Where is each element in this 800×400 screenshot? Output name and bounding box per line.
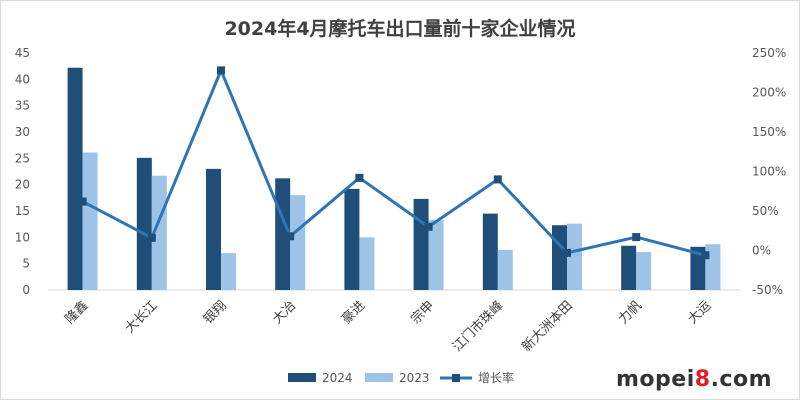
chart-title: 2024年4月摩托车出口量前十家企业情况 (224, 17, 575, 40)
growth-rate-marker (286, 232, 295, 241)
bar-2023 (359, 237, 375, 290)
y-right-tick-label: 50% (752, 204, 779, 218)
growth-rate-marker (701, 251, 710, 260)
x-tick-label: 豪进 (339, 298, 369, 328)
bar-2023 (428, 219, 444, 290)
y-left-tick-label: 30 (15, 125, 30, 139)
bar-2023 (567, 223, 582, 290)
watermark: mopei8.com (616, 367, 772, 392)
x-tick-label: 新大洲本田 (519, 298, 576, 355)
legend-label-2024: 2024 (322, 371, 353, 385)
bar-2023 (82, 152, 98, 290)
x-tick-label: 大运 (685, 298, 714, 327)
watermark-accent: 8 (694, 367, 711, 392)
growth-rate-marker (355, 173, 364, 182)
x-tick-label: 大冶 (270, 298, 299, 327)
bar-2023 (221, 253, 236, 290)
bar-2023 (705, 244, 721, 290)
legend-label-2023: 2023 (399, 371, 430, 385)
y-right-tick-label: 100% (752, 165, 786, 179)
y-right-tick-label: -50% (752, 283, 783, 297)
y-right-tick-label: 0% (752, 244, 771, 258)
bar-2024 (482, 213, 498, 290)
growth-rate-marker (632, 233, 641, 242)
y-left-tick-label: 15 (15, 204, 30, 218)
y-left-tick-label: 45 (15, 46, 30, 60)
bar-2024 (206, 168, 221, 290)
bar-2024 (67, 67, 83, 290)
x-tick-label: 大长江 (122, 298, 160, 336)
legend-marker-rate (452, 374, 460, 382)
x-tick-label: 宗申 (408, 298, 438, 328)
y-right-tick-label: 250% (752, 46, 786, 60)
growth-rate-marker (217, 66, 225, 75)
y-left-tick-label: 20 (15, 178, 30, 192)
growth-rate-line (81, 68, 706, 257)
bar-2024 (344, 188, 360, 290)
x-tick-label: 江门市珠峰 (449, 298, 506, 355)
legend-label-rate: 增长率 (478, 370, 514, 385)
legend-swatch-2024 (288, 373, 316, 382)
y-left-tick-label: 40 (15, 72, 30, 86)
bar-2023 (636, 252, 652, 290)
y-right-tick-label: 150% (752, 125, 786, 139)
legend-swatch-2023 (365, 373, 393, 382)
watermark-suffix: .com (710, 367, 772, 392)
x-tick-label: 银翔 (201, 298, 230, 327)
bar-2024 (552, 225, 567, 290)
y-left-tick-label: 0 (22, 283, 30, 297)
y-left-tick-label: 10 (15, 230, 30, 244)
y-left-tick-label: 25 (15, 151, 30, 165)
growth-rate-marker (563, 248, 571, 257)
growth-rate-marker (147, 233, 156, 242)
bar-2023 (497, 249, 513, 290)
x-tick-label: 力帆 (616, 298, 645, 327)
growth-rate-marker (78, 197, 87, 206)
growth-rate-marker (493, 175, 502, 184)
bar-2024 (413, 198, 429, 290)
bar-2023 (290, 195, 306, 290)
growth-rate-marker (424, 222, 433, 231)
y-right-tick-label: 200% (752, 86, 786, 100)
watermark-prefix: mopei (616, 367, 695, 392)
bar-2024 (136, 157, 152, 290)
y-left-tick-label: 35 (15, 99, 30, 113)
bar-2024 (621, 245, 637, 290)
x-tick-label: 隆鑫 (62, 298, 92, 328)
y-left-tick-label: 5 (22, 257, 30, 271)
bar-2023 (151, 175, 167, 290)
